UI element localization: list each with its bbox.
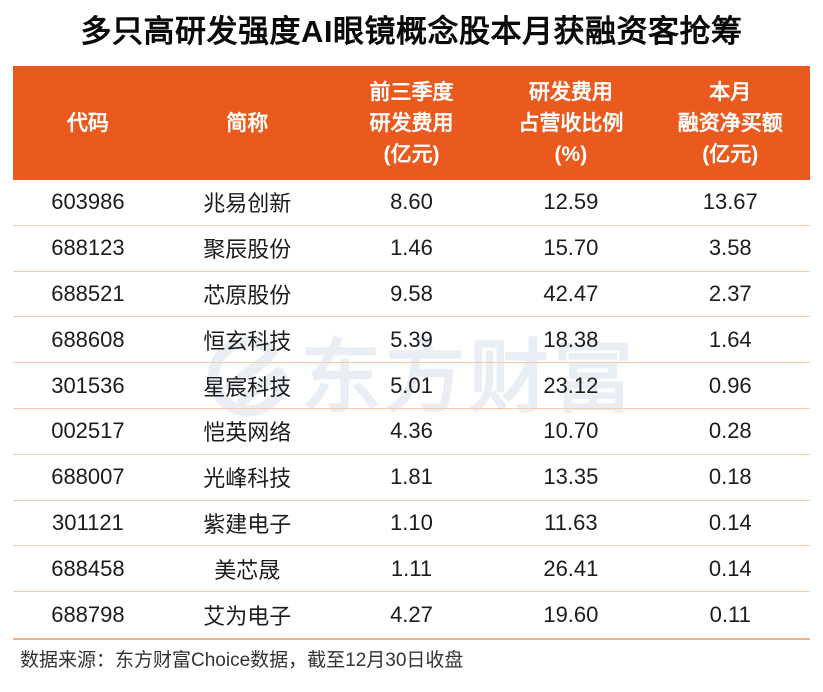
cell-ratio: 12.59 [543,189,599,215]
cell-name: 光峰科技 [203,466,292,492]
cell-rd: 5.01 [390,372,433,398]
watermark: 东方财富 [205,330,637,426]
cell-net: 13.67 [702,189,758,215]
cell-code: 002517 [51,418,125,444]
header-rd-ratio: 研发费用 占营收比例 (%) [518,80,624,166]
table-row: 301536 星宸科技 5.01 23.12 0.96 [13,363,810,409]
header-code: 代码 [66,111,109,135]
header-rd-expense: 前三季度 研发费用 (亿元) [369,80,454,166]
table-row: 002517 恺英网络 4.36 10.70 0.28 [13,409,810,455]
cell-code: 603986 [51,189,125,215]
watermark-text: 东方财富 [301,333,637,422]
cell-code: 688123 [51,235,125,261]
cell-ratio: 19.60 [543,602,599,628]
cell-net: 3.58 [708,235,752,261]
cell-code: 301536 [51,372,125,398]
cell-net: 2.37 [708,280,752,306]
cell-ratio: 18.38 [543,326,599,352]
cell-rd: 8.60 [390,189,433,215]
cell-rd: 5.39 [390,326,433,352]
cell-code: 688798 [51,602,125,628]
cell-ratio: 42.47 [543,280,599,306]
cell-ratio: 26.41 [543,555,599,581]
cell-ratio: 10.70 [543,418,599,444]
cell-name: 星宸科技 [203,374,292,400]
cell-name: 聚辰股份 [203,237,292,263]
cell-name: 兆易创新 [203,191,292,217]
cell-code: 688458 [51,555,125,581]
table-row: 688458 美芯晟 1.11 26.41 0.14 [13,546,810,593]
cell-ratio: 23.12 [543,372,599,398]
cell-rd: 1.11 [390,555,433,581]
table-body: 603986 兆易创新 8.60 12.59 13.67 688123 聚辰股份… [13,180,810,638]
cell-net: 0.96 [708,372,752,398]
cell-net: 1.64 [708,326,752,352]
cell-name: 紫建电子 [203,511,292,537]
header-net-buy: 本月 融资净买额 (亿元) [677,80,783,166]
table-row: 301121 紫建电子 1.10 11.63 0.14 [13,501,810,547]
stocks-table: 代码 简称 前三季度 研发费用 (亿元) 研发费用 占营收比例 (%) 本月 融… [13,66,810,640]
page-title: 多只高研发强度AI眼镜概念股本月获融资客抢筹 [80,14,743,49]
cell-rd: 1.10 [390,509,433,535]
cell-name: 芯原股份 [203,282,292,308]
cell-rd: 1.46 [390,235,433,261]
cell-name: 美芯晟 [214,557,281,583]
cell-name: 艾为电子 [203,604,292,630]
table-row: 603986 兆易创新 8.60 12.59 13.67 [13,180,810,226]
cell-code: 688608 [51,326,125,352]
cell-net: 0.18 [708,464,752,490]
cell-ratio: 11.63 [544,509,598,535]
table-row: 688007 光峰科技 1.81 13.35 0.18 [13,455,810,501]
table-row: 688123 聚辰股份 1.46 15.70 3.58 [13,226,810,272]
cell-net: 0.14 [708,555,752,581]
table-header-row: 代码 简称 前三季度 研发费用 (亿元) 研发费用 占营收比例 (%) 本月 融… [13,66,810,180]
cell-net: 0.28 [708,418,752,444]
cell-code: 688521 [51,280,125,306]
data-source-note: 数据来源：东方财富Choice数据，截至12月30日收盘 [20,650,464,671]
table-row: 688608 恒玄科技 5.39 18.38 1.64 [13,317,810,364]
cell-rd: 4.27 [390,602,433,628]
cell-net: 0.11 [709,602,751,628]
cell-ratio: 13.35 [543,464,599,490]
cell-rd: 9.58 [390,280,433,306]
cell-net: 0.14 [708,509,752,535]
cell-rd: 4.36 [390,418,433,444]
cell-rd: 1.81 [390,464,433,490]
table-bottom-divider [13,637,810,640]
table-row: 688798 艾为电子 4.27 19.60 0.11 [13,592,810,638]
header-name: 简称 [226,111,269,135]
table-row: 688521 芯原股份 9.58 42.47 2.37 [13,272,810,318]
cell-code: 301121 [52,509,124,535]
cell-name: 恒玄科技 [203,328,292,354]
cell-ratio: 15.70 [543,235,599,261]
cell-code: 688007 [51,464,125,490]
cell-name: 恺英网络 [203,420,292,446]
